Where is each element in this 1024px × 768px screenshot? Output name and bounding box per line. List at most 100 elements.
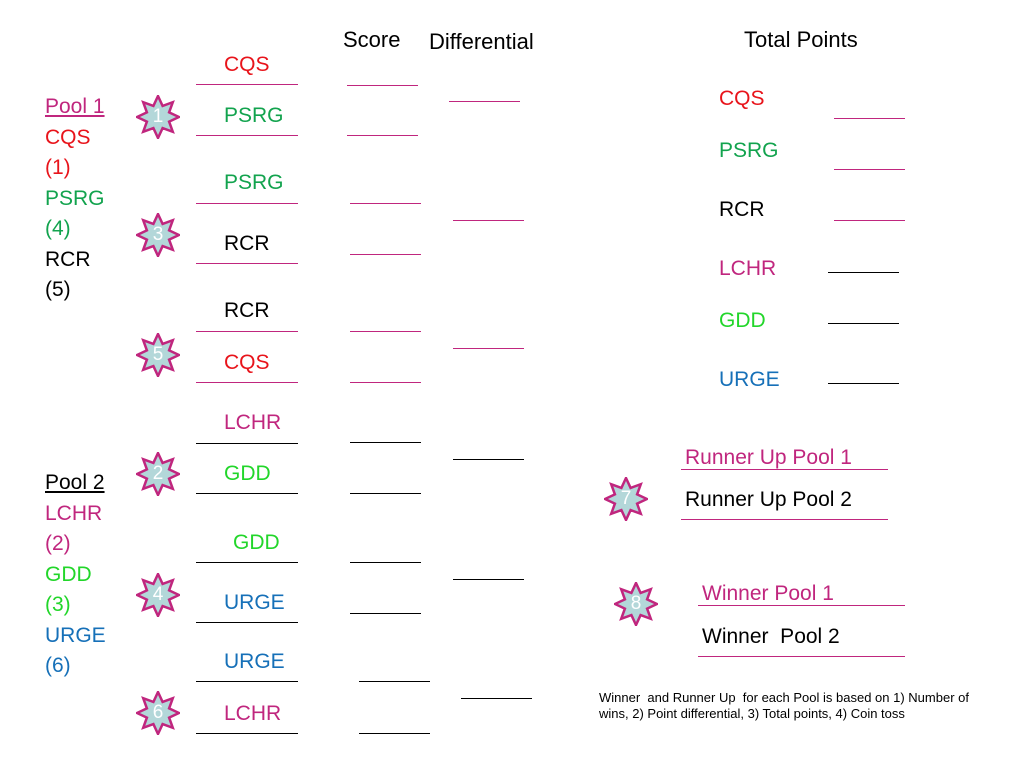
game-5-team-b: CQS bbox=[224, 351, 270, 374]
game-6-differential-line bbox=[461, 698, 532, 699]
pool-2-team: GDD bbox=[45, 562, 92, 586]
score-header: Score bbox=[343, 27, 401, 52]
game-5-team-a-score-line bbox=[350, 331, 421, 332]
game-1-differential-line bbox=[449, 101, 520, 102]
eight-point-star-icon bbox=[136, 95, 180, 139]
game-6-team-a: URGE bbox=[224, 650, 285, 673]
pool-2-team: URGE bbox=[45, 623, 106, 647]
game-3-team-b: RCR bbox=[224, 232, 270, 255]
game-2-number: 2 bbox=[152, 463, 164, 484]
game-2-team-a-line bbox=[196, 443, 298, 444]
game-4-team-a: GDD bbox=[233, 531, 280, 554]
game-3-differential-line bbox=[453, 220, 524, 221]
game-5-number: 5 bbox=[152, 344, 164, 365]
pool-2-seed: (3) bbox=[45, 593, 71, 616]
game-8-team-b-line bbox=[698, 656, 905, 657]
game-4-team-b-score-line bbox=[350, 613, 421, 614]
game-5-badge: 5 bbox=[136, 333, 180, 377]
game-4-team-a-line bbox=[196, 562, 298, 563]
game-2-differential-line bbox=[453, 459, 524, 460]
game-3-number: 3 bbox=[152, 224, 164, 245]
pool-1-list: Pool 1 CQS (1) PSRG (4) RCR (5) bbox=[45, 92, 105, 306]
pool-1-seed: (1) bbox=[45, 156, 71, 179]
total-points-team: RCR bbox=[719, 198, 765, 221]
total-points-team: URGE bbox=[719, 368, 780, 391]
game-8-badge: 8 bbox=[614, 582, 658, 626]
differential-header: Differential bbox=[429, 29, 534, 54]
game-2-team-a-score-line bbox=[350, 442, 421, 443]
game-5-team-a: RCR bbox=[224, 299, 270, 322]
game-1-team-a-score-line bbox=[347, 85, 418, 86]
pool-2-title: Pool 2 bbox=[45, 471, 105, 494]
total-points-team: PSRG bbox=[719, 139, 779, 162]
game-3-team-a-score-line bbox=[350, 203, 421, 204]
eight-point-star-icon bbox=[136, 452, 180, 496]
eight-point-star-icon bbox=[136, 213, 180, 257]
game-7-team-b: Runner Up Pool 2 bbox=[685, 488, 852, 511]
tiebreak-note: Winner and Runner Up for each Pool is ba… bbox=[599, 690, 973, 721]
game-8-team-a: Winner Pool 1 bbox=[702, 582, 834, 605]
game-8-team-a-line bbox=[698, 605, 905, 606]
total-points-line bbox=[834, 169, 905, 170]
game-4-team-a-score-line bbox=[350, 562, 421, 563]
game-4-team-b-line bbox=[196, 622, 298, 623]
game-3-team-a-line bbox=[196, 203, 298, 204]
game-5-differential-line bbox=[453, 348, 524, 349]
game-4-number: 4 bbox=[152, 584, 164, 605]
total-points-line bbox=[834, 220, 905, 221]
pool-1-team: RCR bbox=[45, 247, 91, 271]
game-7-team-b-line bbox=[681, 519, 888, 520]
game-7-team-a: Runner Up Pool 1 bbox=[685, 446, 852, 469]
pool-2-seed: (2) bbox=[45, 532, 71, 555]
total-points-team: GDD bbox=[719, 309, 766, 332]
total-points-line bbox=[834, 118, 905, 119]
eight-point-star-icon bbox=[136, 333, 180, 377]
total-points-line bbox=[828, 383, 899, 384]
game-4-badge: 4 bbox=[136, 573, 180, 617]
pool-2-team: LCHR bbox=[45, 501, 103, 525]
total-points-line bbox=[828, 323, 899, 324]
game-2-team-b: GDD bbox=[224, 462, 271, 485]
game-7-team-a-line bbox=[681, 469, 888, 470]
game-7-badge: 7 bbox=[604, 477, 648, 521]
game-2-badge: 2 bbox=[136, 452, 180, 496]
game-3-team-a: PSRG bbox=[224, 171, 284, 194]
pool-1-seed: (5) bbox=[45, 278, 71, 301]
total-points-team: CQS bbox=[719, 87, 765, 110]
pool-2-seed: (6) bbox=[45, 654, 71, 677]
game-6-team-b: LCHR bbox=[224, 702, 282, 725]
game-2-team-b-line bbox=[196, 493, 298, 494]
game-6-number: 6 bbox=[152, 702, 164, 723]
eight-point-star-icon bbox=[604, 477, 648, 521]
total-points-header: Total Points bbox=[744, 27, 858, 52]
pool-2-list: Pool 2 LCHR (2) GDD (3) URGE (6) bbox=[45, 468, 106, 682]
game-3-badge: 3 bbox=[136, 213, 180, 257]
pool-1-title: Pool 1 bbox=[45, 95, 105, 118]
game-1-team-a: CQS bbox=[224, 53, 270, 76]
game-4-team-b: URGE bbox=[224, 591, 285, 614]
total-points-line bbox=[828, 272, 899, 273]
game-1-team-b-score-line bbox=[347, 135, 418, 136]
game-6-badge: 6 bbox=[136, 691, 180, 735]
game-1-team-a-line bbox=[196, 84, 298, 85]
game-8-team-b: Winner Pool 2 bbox=[702, 625, 840, 648]
game-6-team-a-score-line bbox=[359, 681, 430, 682]
game-5-team-b-score-line bbox=[350, 382, 421, 383]
game-2-team-a: LCHR bbox=[224, 411, 282, 434]
game-6-team-a-line bbox=[196, 681, 298, 682]
game-6-team-b-line bbox=[196, 733, 298, 734]
game-1-team-b-line bbox=[196, 135, 298, 136]
total-points-team: LCHR bbox=[719, 257, 777, 280]
pool-1-team: CQS bbox=[45, 125, 91, 149]
eight-point-star-icon bbox=[136, 691, 180, 735]
game-1-badge: 1 bbox=[136, 95, 180, 139]
game-1-number: 1 bbox=[152, 106, 164, 127]
game-6-team-b-score-line bbox=[359, 733, 430, 734]
game-2-team-b-score-line bbox=[350, 493, 421, 494]
game-1-team-b: PSRG bbox=[224, 104, 284, 127]
game-3-team-b-line bbox=[196, 263, 298, 264]
game-3-team-b-score-line bbox=[350, 254, 421, 255]
eight-point-star-icon bbox=[614, 582, 658, 626]
game-5-team-b-line bbox=[196, 382, 298, 383]
pool-1-seed: (4) bbox=[45, 217, 71, 240]
